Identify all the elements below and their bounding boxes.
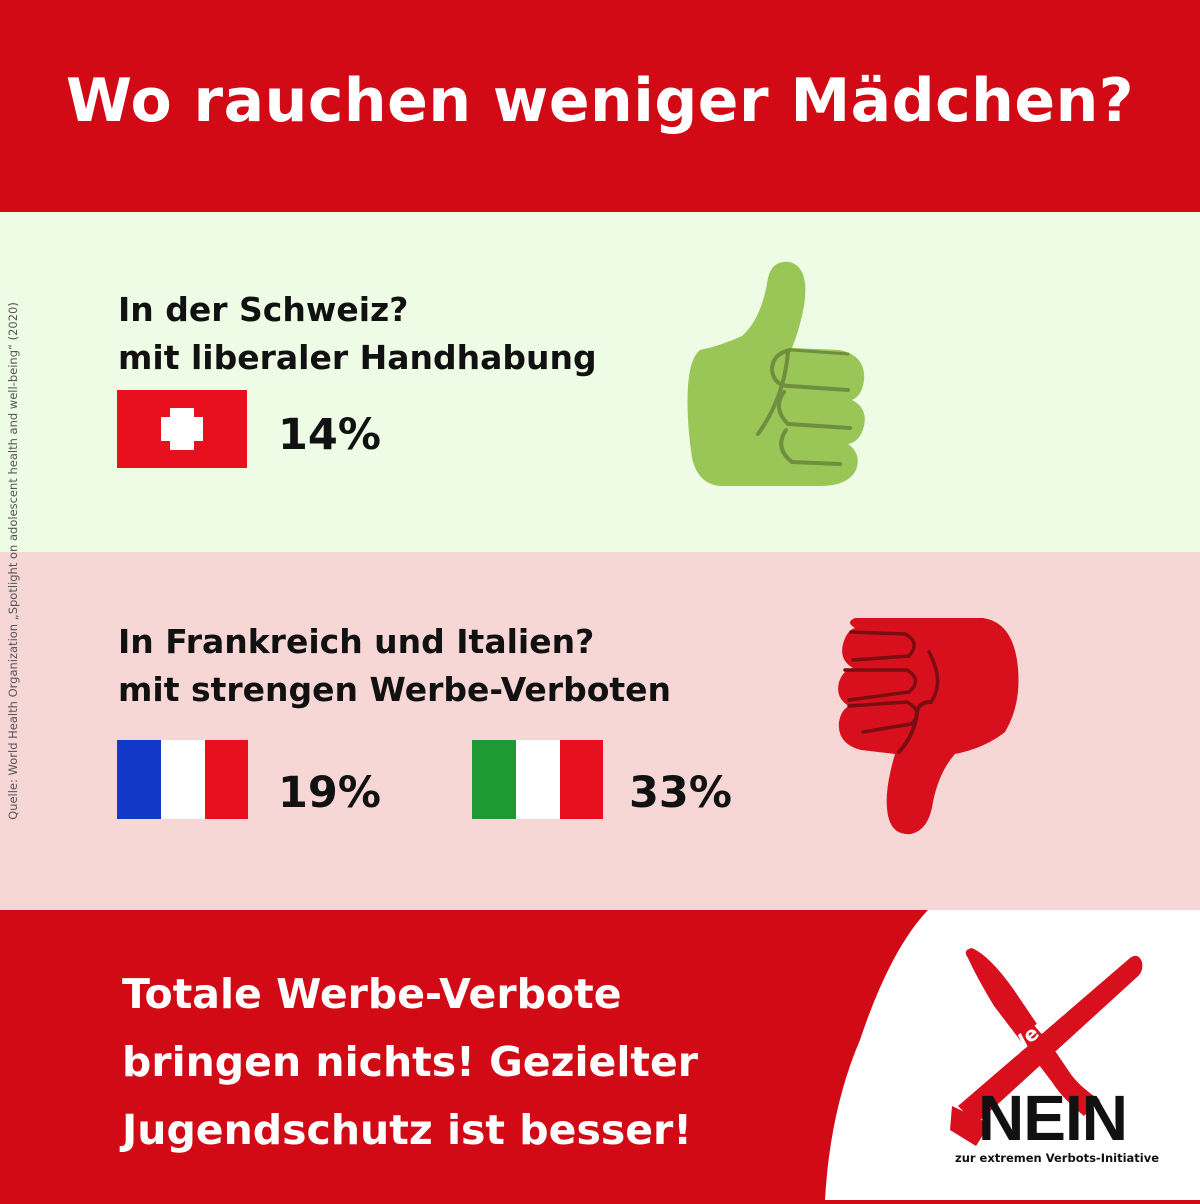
thumbs-down-icon — [838, 618, 1019, 835]
switzerland-heading: In der Schweiz? mit liberaler Handhabung — [118, 286, 597, 382]
logo-area: Werbe-Verbote — [800, 910, 1200, 1200]
switzerland-percent: 14% — [278, 410, 381, 460]
france-italy-heading-line1: In Frankreich und Italien? — [118, 622, 595, 661]
x-stroke-1 — [965, 948, 1100, 1116]
footer-slogan: Totale Werbe-Verbote bringen nichts! Gez… — [122, 960, 822, 1164]
x-stroke-2 — [958, 955, 1143, 1124]
switzerland-panel — [0, 212, 1200, 552]
italy-percent: 33% — [629, 768, 732, 818]
france-italy-heading: In Frankreich und Italien? mit strengen … — [118, 618, 671, 714]
switzerland-heading-line1: In der Schweiz? — [118, 290, 409, 329]
france-italy-heading-line2: mit strengen Werbe-Verboten — [118, 670, 672, 709]
source-note: Quelle: World Health Organization „Spotl… — [6, 302, 20, 820]
italian-flag-icon — [472, 740, 603, 819]
slogan-line-3: Jugendschutz ist besser! — [122, 1106, 692, 1154]
header-band: Wo rauchen weniger Mädchen? — [0, 0, 1200, 212]
page-title: Wo rauchen weniger Mädchen? — [65, 66, 1135, 136]
nein-logo: Werbe-Verbote — [825, 910, 1200, 1200]
switzerland-heading-line2: mit liberaler Handhabung — [118, 338, 597, 377]
logo-subtitle: zur extremen Verbots-Initiative — [955, 1151, 1160, 1165]
x-stroke-base — [950, 1106, 990, 1146]
logo-nein-text: NEIN — [978, 1082, 1128, 1154]
french-flag-icon — [117, 740, 248, 819]
thumbs-up-icon — [687, 261, 865, 486]
slogan-line-2: bringen nichts! Gezielter — [122, 1038, 699, 1086]
slogan-line-1: Totale Werbe-Verbote — [122, 970, 622, 1018]
france-percent: 19% — [278, 768, 381, 818]
swiss-flag-icon — [117, 390, 247, 468]
